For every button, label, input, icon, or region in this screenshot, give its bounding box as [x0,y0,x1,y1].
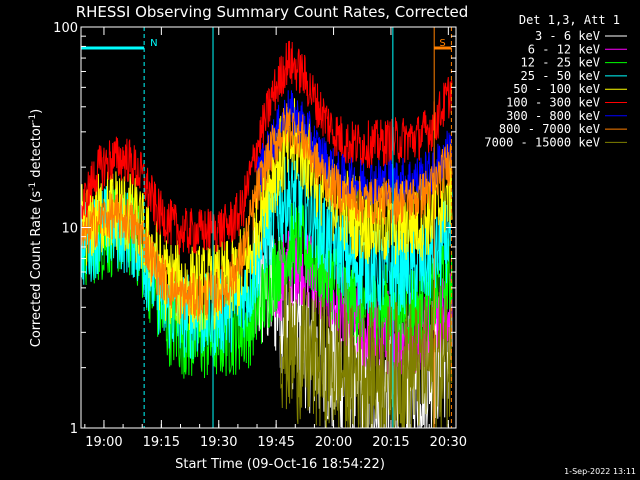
series-line-100-300-kev [81,40,453,255]
legend-label-12-25-kev: 12 - 25 keV [521,56,600,70]
legend-label-25-50-kev: 25 - 50 keV [521,69,600,83]
series-line-800-7000-kev [81,103,453,321]
x-tick-label-2030: 20:30 [430,435,467,450]
x-axis-ticks: 19:00 19:15 19:30 19:45 20:00 20:15 20:30 [84,27,467,450]
flag-label-s: S [439,38,445,49]
y-axis-label-main: Corrected Count Rate (s [29,191,44,348]
legend-label-3-6-kev: 3 - 6 keV [535,29,600,43]
legend-label-300-800-kev: 300 - 800 keV [506,109,600,123]
x-tick-label-2015: 20:15 [372,435,409,450]
x-axis-label: Start Time (09-Oct-16 18:54:22) [175,457,385,472]
chart-title: RHESSI Observing Summary Count Rates, Co… [76,3,469,21]
legend-title: Det 1,3, Att 1 [519,13,620,27]
y-tick-label-1: 1 [70,422,78,437]
series-line-7000-15000-kev [279,276,453,428]
x-tick-label-1945: 19:45 [257,435,294,450]
y-axis-label-mid: detector [29,122,44,182]
legend-label-7000-15000-kev: 7000 - 15000 keV [484,135,600,149]
legend-label-50-100-kev: 50 - 100 keV [513,82,600,96]
y-axis-label: Corrected Count Rate (s-1 detector-1) [28,109,44,347]
flag-label-n: N [150,38,157,49]
x-tick-label-1915: 19:15 [143,435,180,450]
series-group [81,40,453,428]
x-tick-label-1900: 19:00 [85,435,122,450]
legend-label-800-7000-kev: 800 - 7000 keV [499,122,600,136]
y-axis-ticks: 1 10 100 [53,21,456,437]
x-tick-label-2000: 20:00 [315,435,352,450]
x-tick-label-1930: 19:30 [200,435,237,450]
y-axis-label-sup1: -1 [28,182,38,191]
legend-label-6-12-kev: 6 - 12 keV [528,42,600,56]
legend-label-100-300-kev: 100 - 300 keV [506,96,600,110]
y-tick-label-10: 10 [61,222,78,237]
y-axis-label-sup2: -1 [28,114,38,123]
y-axis-label-end: ) [29,109,44,114]
timestamp: 1-Sep-2022 13:11 [564,467,636,476]
y-tick-label-100: 100 [53,21,78,36]
